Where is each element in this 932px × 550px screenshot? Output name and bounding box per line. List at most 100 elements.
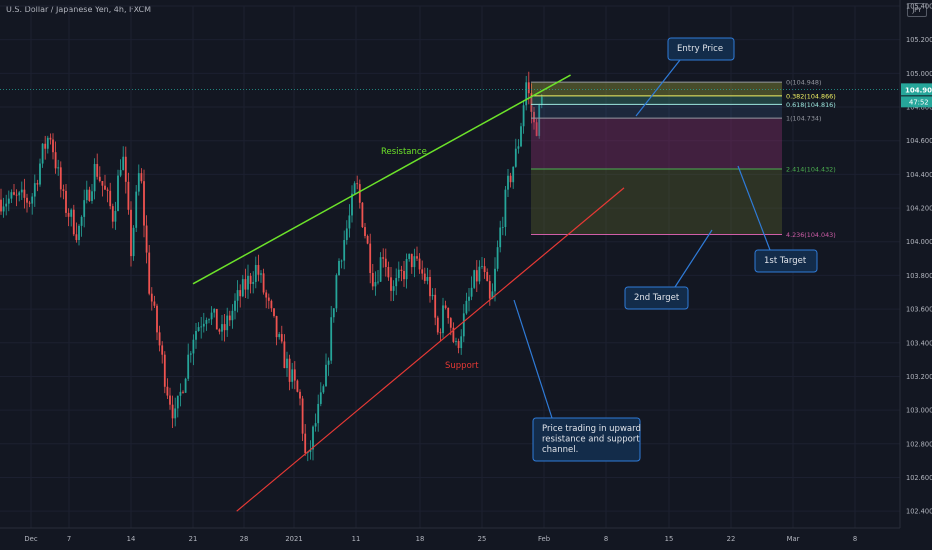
candle-body <box>494 268 496 292</box>
target1-callout-box <box>754 249 818 273</box>
candle-body <box>65 190 67 213</box>
candle-body <box>371 273 374 287</box>
y-tick-label: 104.800 <box>906 104 932 112</box>
channel-callout-text: Price trading in upward <box>542 424 641 434</box>
candle-body <box>101 180 104 186</box>
candle-body <box>54 152 57 169</box>
x-tick-label: 2021 <box>285 535 302 543</box>
candle-body <box>231 310 234 321</box>
candle-body <box>26 197 28 203</box>
candle-body <box>202 323 205 327</box>
candle-body <box>23 189 26 198</box>
candle-body <box>488 281 491 299</box>
candle-body <box>132 227 135 257</box>
candle-body <box>507 175 509 190</box>
candle-body <box>317 403 320 424</box>
candle-body <box>509 175 512 183</box>
candle-body <box>117 175 119 211</box>
candle-body <box>470 287 473 297</box>
candle-body <box>364 227 366 236</box>
support-label: Support <box>445 361 479 371</box>
candle-body <box>197 327 200 331</box>
candle-body <box>358 184 361 203</box>
entry-callout-text: Entry Price <box>677 44 723 54</box>
x-tick-label: Dec <box>24 535 37 543</box>
fib-level-label: 4.236(104.043) <box>786 231 836 239</box>
candle-body <box>423 273 426 281</box>
candle-body <box>520 126 522 147</box>
candle-body <box>78 225 80 241</box>
callouts: Entry Price 1st Target 2nd Target Price tra… <box>513 37 818 462</box>
x-tick-label: 21 <box>189 535 198 543</box>
y-tick-label: 104.600 <box>906 137 932 145</box>
resistance-label: Resistance <box>381 147 427 157</box>
candle-body <box>70 209 73 217</box>
candle-body <box>418 258 421 270</box>
y-tick-label: 103.200 <box>906 373 932 381</box>
candle-body <box>322 386 325 393</box>
candle-body <box>62 189 65 191</box>
candle-body <box>530 93 533 112</box>
candle-body <box>166 386 169 396</box>
candle-body <box>135 191 138 228</box>
candle-body <box>91 191 93 201</box>
candle-body <box>41 143 44 164</box>
y-tick-label: 104.000 <box>906 238 932 246</box>
y-tick-label: 102.600 <box>906 474 932 482</box>
x-tick-label: 25 <box>478 535 487 543</box>
candle-body <box>338 260 340 276</box>
candle-body <box>514 148 517 167</box>
candle-body <box>228 315 231 321</box>
candle-body <box>72 209 75 235</box>
target1-callout-pointer <box>737 165 771 251</box>
candle-body <box>208 319 210 321</box>
candle-body <box>327 360 330 365</box>
y-tick-label: 102.400 <box>906 508 932 516</box>
y-tick-label: 103.000 <box>906 407 932 415</box>
y-tick-label: 104.200 <box>906 205 932 213</box>
candle-body <box>171 404 174 419</box>
candle-body <box>124 156 127 182</box>
y-tick-label: 103.400 <box>906 339 932 347</box>
x-tick-label: 11 <box>352 535 361 543</box>
candle-body <box>98 176 101 181</box>
candle-body <box>195 330 197 340</box>
candle-body <box>455 340 457 342</box>
candle-body <box>169 395 171 405</box>
candle-body <box>369 243 372 274</box>
candle-body <box>486 272 489 282</box>
fib-level-label: 0.382(104.866) <box>786 92 836 100</box>
candle-body <box>130 209 132 257</box>
candle-body <box>275 316 278 338</box>
candle-body <box>215 308 218 330</box>
candle-body <box>187 354 190 379</box>
candle-body <box>535 122 538 136</box>
candle-body <box>312 426 314 450</box>
candle-body <box>10 192 13 199</box>
candle-body <box>301 398 304 434</box>
fib-level-label: 0.618(104.816) <box>786 101 836 109</box>
candle-body <box>213 308 216 313</box>
currency-badge[interactable]: JPY <box>907 3 927 17</box>
candle-body <box>283 341 286 369</box>
candle-body <box>343 240 346 261</box>
candle-body <box>127 181 130 210</box>
countdown-text: 47:52 <box>909 98 929 106</box>
candle-body <box>405 258 408 280</box>
candle-body <box>465 300 468 314</box>
candle-body <box>161 345 164 355</box>
candle-body <box>335 275 338 309</box>
candle-body <box>483 266 486 273</box>
x-tick-label: 22 <box>727 535 736 543</box>
candle-body <box>150 293 153 302</box>
candles <box>0 71 543 462</box>
candle-body <box>33 183 36 197</box>
candle-body <box>340 260 343 262</box>
candle-body <box>114 210 117 222</box>
candle-body <box>210 312 213 320</box>
x-tick-label: Feb <box>538 535 550 543</box>
candle-body <box>449 318 452 328</box>
candle-body <box>267 297 270 301</box>
